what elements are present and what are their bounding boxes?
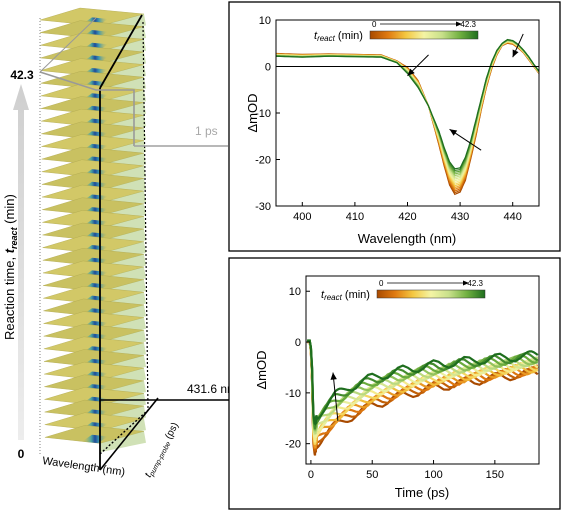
spectrum-legend-colorbar <box>369 30 479 40</box>
spectrum-legend-min-label: 0 <box>372 20 377 29</box>
slice-time-label: 1 ps <box>195 124 218 138</box>
spectrum-y-tick-label: 10 <box>259 15 271 27</box>
spectrum-chart: 400 410 420 430 440 10 0 -10 -20 -30 treact (min)… <box>245 15 540 246</box>
reaction-time-top-value: 42.3 <box>10 68 34 82</box>
cube-slice-band <box>82 434 108 444</box>
kinetics-x-tick-label: 50 <box>366 469 378 481</box>
reaction-time-axis-label: Reaction time, treact (min) <box>2 194 19 340</box>
spectrum-trace <box>276 38 539 170</box>
kinetics-x-axis-label: Time (ps) <box>395 485 449 500</box>
kinetics-plot-area <box>305 275 540 465</box>
spectrum-y-tick-label: -30 <box>255 201 271 213</box>
kinetics-x-tick-label: 100 <box>424 469 442 481</box>
cube-right-dotted-edge <box>142 21 149 411</box>
spectrum-trend-arrowhead <box>512 49 519 58</box>
spectrum-x-tick-label: 430 <box>451 211 469 223</box>
cube-bottom-dotted-edge <box>99 409 149 455</box>
spectrum-legend-title: treact (min) <box>314 30 363 43</box>
kinetics-x-tick-label: 0 <box>308 469 314 481</box>
spectrum-legend-max-label: 42.3 <box>460 20 476 29</box>
kinetics-y-tick-label: -20 <box>285 439 301 451</box>
kinetics-y-tick-label: 0 <box>295 337 301 349</box>
kinetics-legend-title: treact (min) <box>321 289 370 302</box>
reaction-time-bottom-value: 0 <box>18 447 25 461</box>
kinetics-trend-arrowhead <box>330 372 337 380</box>
spectrum-x-tick-label: 420 <box>398 211 416 223</box>
data-cube-panel: Reaction time, treact (min) 42.3 0 Wavel… <box>2 7 237 480</box>
kinetics-legend-arrowhead <box>463 280 469 286</box>
kinetics-y-axis-label: ΔmOD <box>254 350 269 389</box>
kinetics-legend-min-label: 0 <box>379 279 384 288</box>
kinetics-trace <box>307 339 539 426</box>
slice-wavelength-label: 431.6 nm <box>187 382 237 396</box>
spectrum-y-tick-label: -10 <box>255 108 271 120</box>
spectrum-x-tick-label: 400 <box>293 211 311 223</box>
kinetics-y-tick-label: -10 <box>285 388 301 400</box>
wavelength-slice-top-edge <box>99 14 143 89</box>
spectrum-y-tick-label: 0 <box>265 62 271 74</box>
time-slice-outline <box>39 71 135 146</box>
spectrum-x-tick-label: 440 <box>504 211 522 223</box>
kinetics-y-tick-label: 10 <box>289 286 301 298</box>
kinetics-legend-colorbar <box>376 289 486 299</box>
wavelength-axis-label: Wavelength (nm) <box>42 455 126 478</box>
data-cube <box>39 7 159 471</box>
spectrum-legend-arrowhead <box>456 21 462 27</box>
spectrum-x-tick-label: 410 <box>346 211 364 223</box>
spectrum-trend-arrowhead <box>449 129 458 136</box>
kinetics-trend-arrow <box>332 372 339 421</box>
spectrum-x-axis-label: Wavelength (nm) <box>358 231 457 246</box>
wavelength-slice-bottom-edge <box>99 397 159 471</box>
kinetics-legend-max-label: 42.3 <box>467 279 483 288</box>
reaction-time-arrow <box>13 84 29 440</box>
kinetics-x-tick-label: 150 <box>486 469 504 481</box>
spectrum-y-tick-label: -20 <box>255 155 271 167</box>
spectrum-y-axis-label: ΔmOD <box>245 93 260 132</box>
spectrum-trend-arrowhead <box>407 68 415 76</box>
delay-axis-label: tpump-probe (ps) <box>143 421 182 480</box>
time-slice-top-edge <box>39 17 97 73</box>
